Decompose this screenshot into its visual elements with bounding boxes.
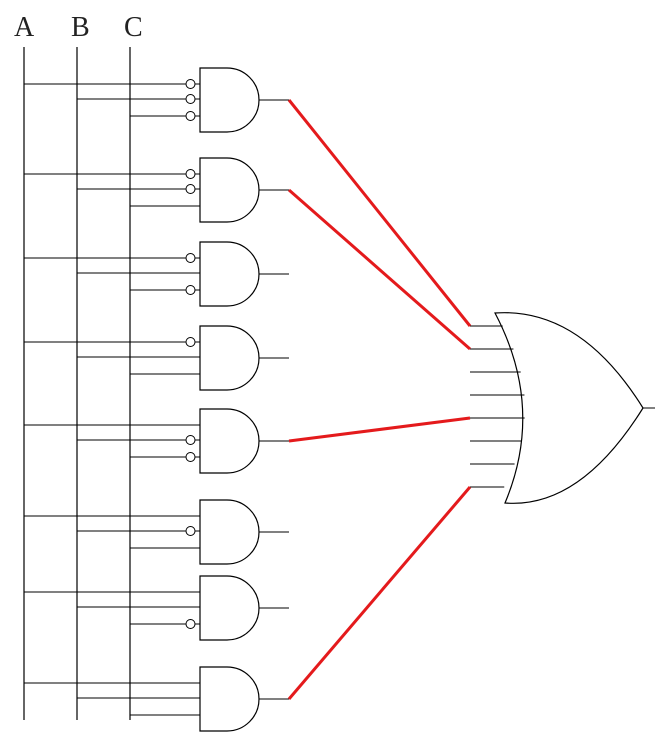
and-gate-2-inverter-bubble-a (185, 169, 196, 179)
or-gate (494, 312, 644, 504)
and-gate-1 (199, 67, 260, 133)
connection-wire-and-gate-2 (288, 188, 471, 351)
and-gate-5 (199, 408, 260, 474)
and-gate-3-inverter-bubble-c (185, 285, 196, 295)
and-gate-7 (199, 575, 260, 641)
and-gate-4 (199, 325, 260, 391)
and-gate-1-inverter-bubble-b (185, 94, 196, 104)
and-gate-1-inverter-bubble-c (185, 111, 196, 121)
and-gate-7-inverter-bubble-c (185, 619, 196, 629)
input-label-a: A (14, 12, 35, 43)
and-gate-6-inverter-bubble-b (185, 526, 196, 536)
connection-wire-and-gate-1 (287, 99, 472, 327)
and-gate-3-inverter-bubble-a (185, 253, 196, 263)
and-gate-3 (199, 241, 260, 307)
and-gate-6 (199, 499, 260, 565)
and-gate-4-inverter-bubble-a (185, 337, 196, 347)
and-gate-2 (199, 157, 260, 223)
and-gate-2-inverter-bubble-b (185, 184, 196, 194)
input-label-c: C (124, 12, 143, 43)
and-gate-5-inverter-bubble-c (185, 452, 196, 462)
connection-wire-and-gate-8 (287, 486, 472, 700)
input-label-b: B (71, 12, 90, 43)
and-gate-1-inverter-bubble-a (185, 79, 196, 89)
and-gate-5-inverter-bubble-b (185, 435, 196, 445)
connection-wire-and-gate-5 (288, 416, 471, 443)
and-gate-8 (199, 666, 260, 732)
